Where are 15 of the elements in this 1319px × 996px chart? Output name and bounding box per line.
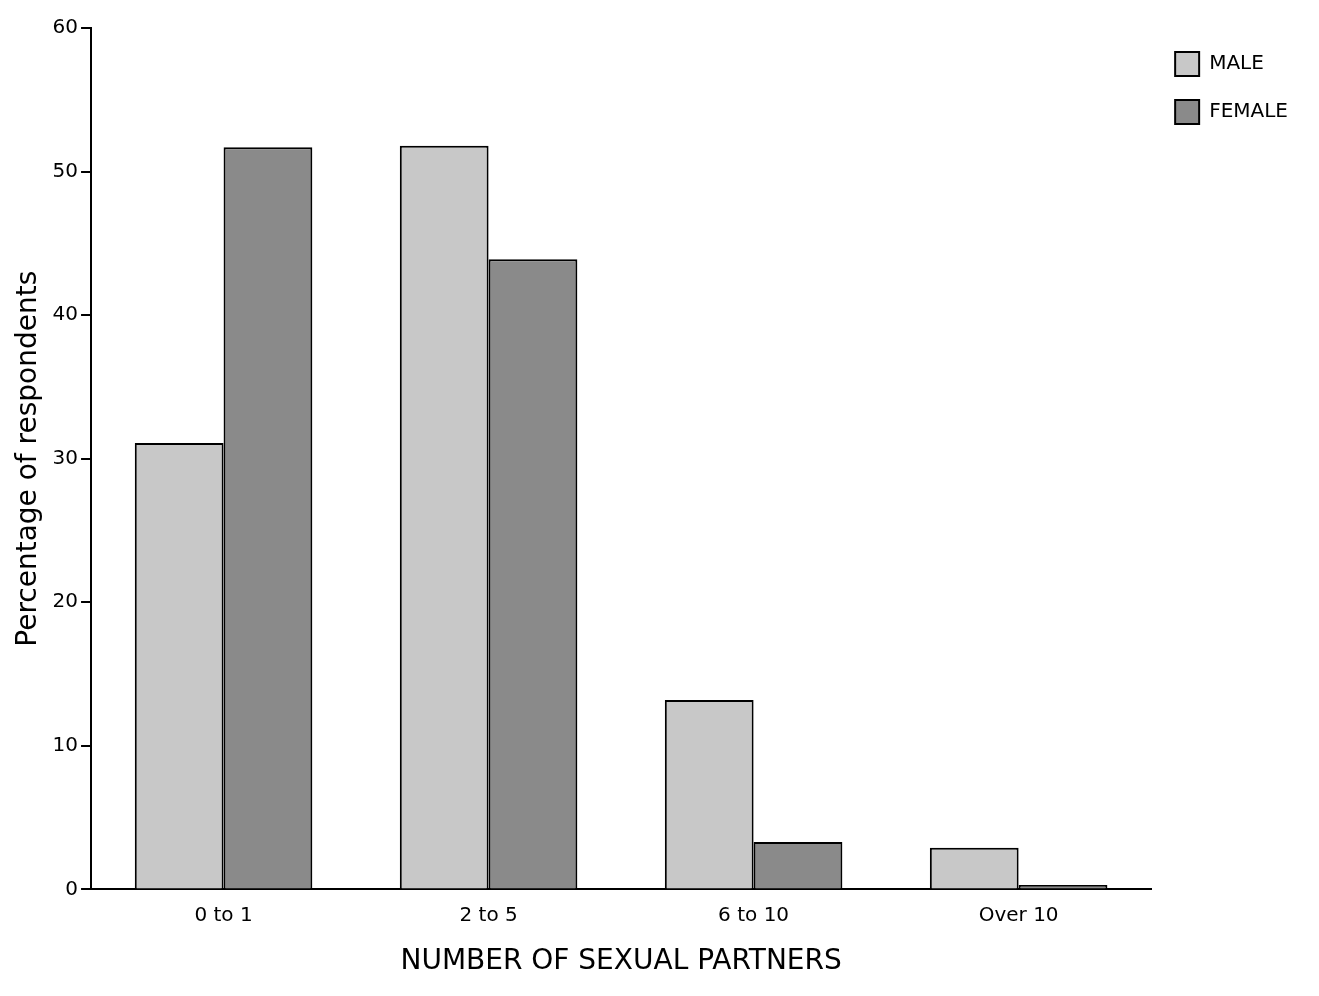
x-tick-label: 2 to 5 [459, 901, 518, 926]
x-tick-label: Over 10 [978, 901, 1059, 926]
legend-label: MALE [1209, 50, 1264, 75]
y-tick-label: 60 [52, 14, 79, 39]
y-tick-label: 0 [65, 875, 79, 900]
x-tick-label: 0 to 1 [194, 901, 253, 926]
y-axis-title: Percentage of respondents [10, 270, 44, 647]
legend-label: FEMALE [1209, 98, 1288, 123]
y-tick-label: 10 [52, 732, 79, 757]
y-tick-label: 40 [52, 301, 79, 326]
y-tick-label: 50 [52, 157, 79, 182]
y-tick-label: 20 [52, 588, 79, 613]
y-tick-label: 30 [52, 444, 79, 469]
x-tick-label: 6 to 10 [718, 901, 790, 926]
x-axis-title: NUMBER OF SEXUAL PARTNERS [400, 943, 842, 977]
